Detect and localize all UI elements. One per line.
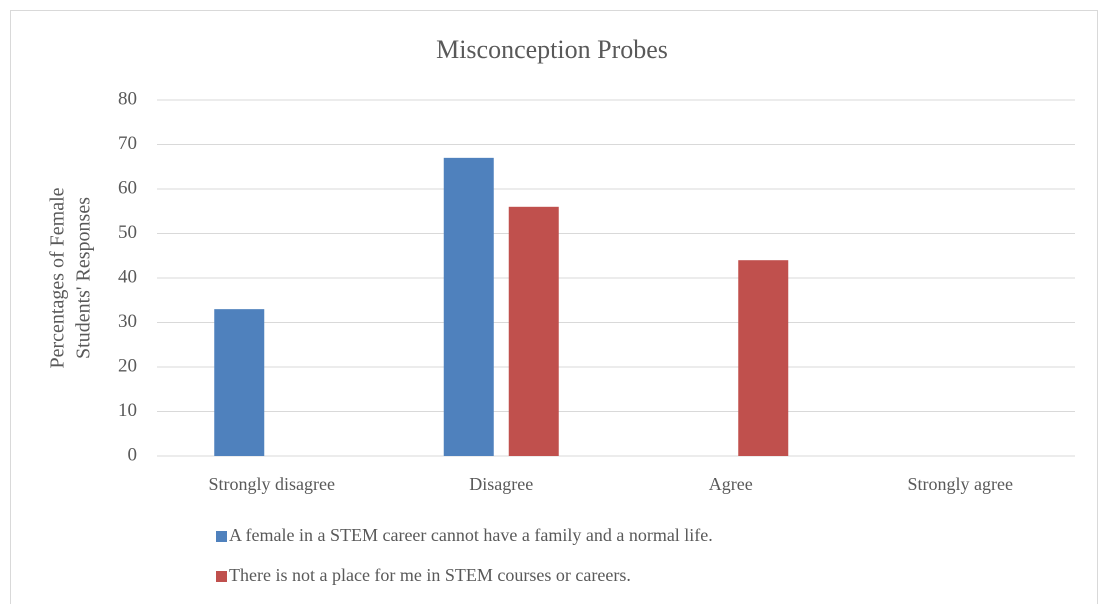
x-tick-label: Strongly disagree [209, 474, 335, 494]
y-tick-label: 60 [118, 177, 137, 198]
y-axis-title: Percentages of Female Students' Response… [47, 187, 95, 368]
y-axis-title-line: Students' Responses [73, 197, 95, 359]
x-tick-label: Strongly agree [908, 474, 1013, 494]
bar [443, 157, 494, 456]
bar [214, 309, 265, 456]
x-tick-label: Disagree [469, 474, 533, 494]
y-tick-label: 20 [118, 355, 137, 376]
chart-title: Misconception Probes [436, 35, 668, 64]
y-axis-title-line: Percentages of Female [47, 187, 69, 368]
y-tick-label: 70 [118, 133, 137, 154]
legend-swatch [216, 531, 227, 542]
bar [738, 260, 789, 456]
y-tick-label: 10 [118, 400, 137, 421]
y-tick-label: 50 [118, 222, 137, 243]
legend-swatch [216, 571, 227, 582]
bar [508, 206, 559, 456]
y-tick-label: 80 [118, 88, 137, 109]
y-tick-label: 40 [118, 266, 137, 287]
legend-label: A female in a STEM career cannot have a … [229, 525, 713, 545]
x-tick-label: Agree [709, 474, 753, 494]
y-tick-label: 30 [118, 311, 137, 332]
legend-label: There is not a place for me in STEM cour… [229, 565, 631, 585]
y-tick-label: 0 [128, 444, 138, 465]
